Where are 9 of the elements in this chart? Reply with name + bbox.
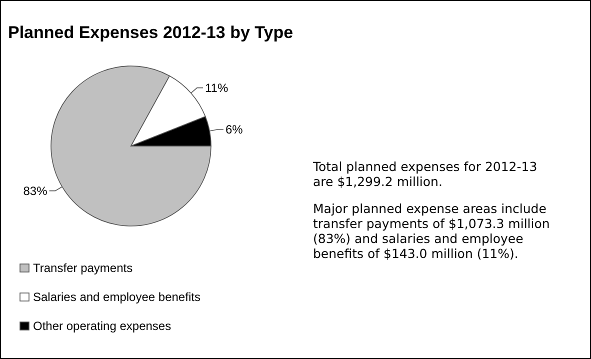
- chart-title: Planned Expenses 2012-13 by Type: [8, 23, 294, 42]
- text: Total planned expenses for 2012-13 are $1,299.2 million.: [312, 159, 538, 189]
- legend-label: Salaries and employee benefits: [33, 290, 200, 304]
- text: Major planned expense areas include transfer payments of $1,073.3 million (83%) and salaries and employee benefits of $143.0 million (11%).: [313, 201, 550, 261]
- legend-label: Transfer payments: [33, 261, 133, 275]
- legend-label: Other operating expenses: [33, 319, 172, 333]
- data-label: 6%: [225, 122, 244, 137]
- data-label: 11%: [205, 80, 228, 95]
- data-label: 83%: [23, 184, 48, 198]
